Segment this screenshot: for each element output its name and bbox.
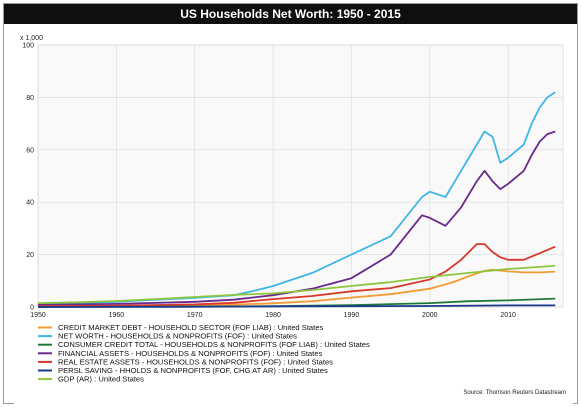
x-tick-label: 1980: [265, 312, 281, 319]
legend-entry: REAL ESTATE ASSETS - HOUSEHOLDS & NONPRO…: [58, 357, 333, 366]
legend-entry: GDP (AR) : United States: [58, 375, 144, 384]
x-tick-label: 2010: [500, 312, 516, 319]
legend-entry: FINANCIAL ASSETS - HOUSEHOLDS & NONPROFI…: [58, 349, 322, 358]
grid-lines: [37, 44, 563, 308]
x-tick-label: 2000: [422, 312, 438, 319]
axes: x 1,000 0 20 40 60 80 100 1950 1960 1970 1980 1990 2…: [20, 35, 516, 319]
plot-background: [37, 44, 564, 308]
x-tick-label: 1990: [344, 312, 360, 319]
legend: CREDIT MARKET DEBT - HOUSEHOLD SECTOR (F…: [38, 323, 370, 384]
y-tick-label: 100: [22, 43, 34, 50]
chart-title: US Households Net Worth: 1950 - 2015: [4, 4, 577, 24]
line-chart: x 1,000 0 20 40 60 80 100 1950 1960 1970 1980 1990 2…: [20, 35, 566, 396]
y-tick-label: 60: [26, 147, 34, 154]
x-tick-label: 1970: [187, 312, 203, 319]
series-line-5: [37, 304, 556, 308]
y-tick-label: 0: [30, 305, 34, 312]
y-tick-label: 40: [26, 200, 34, 207]
x-tick-label: 1950: [30, 312, 46, 319]
y-tick-label: 20: [26, 252, 34, 259]
series-line-3: [37, 130, 556, 306]
legend-entry: NET WORTH - HOUSEHOLDS & NONPROFITS (FOF…: [58, 332, 297, 341]
series-lines: [37, 91, 556, 308]
y-tick-label: 80: [26, 95, 34, 102]
legend-entry: PERSL SAVING - HHOLDS & NONPROFITS (FOF,…: [58, 366, 328, 375]
series-line-6: [37, 264, 556, 304]
chart-area: x 1,000 0 20 40 60 80 100 1950 1960 1970 1980 1990 2…: [14, 30, 573, 405]
series-line-4: [37, 243, 556, 308]
legend-entry: CONSUMER CREDIT TOTAL - HOUSEHOLDS & NON…: [58, 340, 370, 349]
x-tick-label: 1960: [109, 312, 125, 319]
legend-entry: CREDIT MARKET DEBT - HOUSEHOLD SECTOR (F…: [58, 323, 323, 332]
y-axis-unit-label: x 1,000: [20, 35, 43, 42]
source-note: Source: Thomson Reuters Datastream: [463, 390, 566, 396]
